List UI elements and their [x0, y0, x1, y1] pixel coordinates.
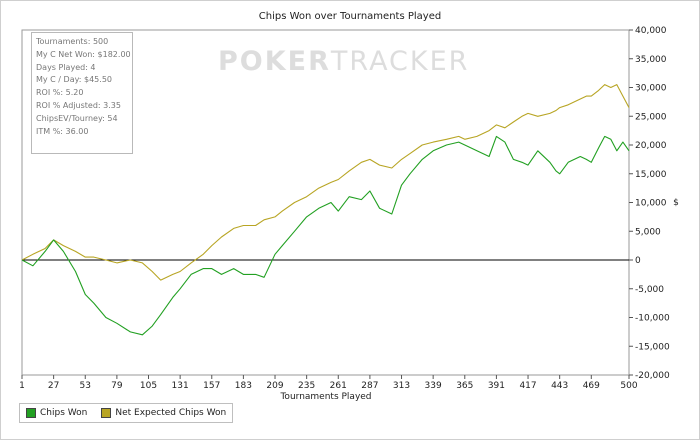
legend-item-net-expected[interactable]: Net Expected Chips Won: [101, 408, 226, 418]
y-tick-label: -5,000: [635, 285, 664, 295]
legend-swatch-net-expected: [101, 408, 112, 418]
legend-label-chips-won: Chips Won: [40, 408, 88, 418]
x-tick-label: 183: [235, 381, 252, 391]
chart-title: Chips Won over Tournaments Played: [259, 11, 441, 22]
legend: Chips Won Net Expected Chips Won: [19, 403, 234, 423]
x-tick-label: 105: [140, 381, 157, 391]
x-tick-label: 417: [519, 381, 536, 391]
y-tick-label: 10,000: [635, 199, 667, 209]
x-axis-ticks: 1 27 53 79 105 131 157 183 209 235 261 287 313 339 365…: [19, 375, 638, 391]
x-tick-label: 53: [80, 381, 91, 391]
stat-days-played: Days Played: 4: [36, 62, 96, 72]
y-tick-label: 5,000: [635, 227, 661, 237]
x-tick-label: 469: [583, 381, 600, 391]
x-tick-label: 313: [393, 381, 410, 391]
y-tick-label: 40,000: [635, 26, 667, 36]
y-axis-label: $: [673, 198, 679, 208]
x-tick-label: 235: [298, 381, 315, 391]
x-tick-label: 131: [172, 381, 189, 391]
y-tick-label: 15,000: [635, 170, 667, 180]
stat-itm: ITM %: 36.00: [36, 126, 89, 136]
stats-box: Tournaments: 500 My C Net Won: $182.00 D…: [31, 32, 133, 154]
series-group: [21, 84, 630, 336]
x-tick-label: 287: [361, 381, 378, 391]
y-tick-label: 0: [635, 256, 641, 266]
x-tick-label: 365: [456, 381, 473, 391]
watermark-part-1: POKER: [218, 46, 331, 77]
y-tick-label: -10,000: [635, 314, 670, 324]
y-tick-label: 20,000: [635, 141, 667, 151]
series-line-net-expected: [21, 84, 630, 281]
stat-tournaments: Tournaments: 500: [36, 37, 109, 46]
stat-roi: ROI %: 5.20: [36, 88, 84, 98]
stat-roi-adjusted: ROI % Adjusted: 3.35: [36, 100, 121, 110]
x-tick-label: 1: [19, 381, 25, 391]
y-tick-label: 25,000: [635, 112, 667, 122]
stat-net-won: My C Net Won: $182.00: [36, 49, 131, 59]
y-tick-label: -15,000: [635, 342, 670, 352]
series-line-chips-won: [21, 135, 630, 336]
stat-per-day: My C / Day: $45.50: [36, 75, 112, 85]
watermark-part-2: TRACKER: [330, 46, 470, 77]
y-tick-label: 35,000: [635, 55, 667, 65]
y-tick-label: -20,000: [635, 371, 670, 381]
stat-chipsev: ChipsEV/Tourney: 54: [36, 113, 118, 123]
x-tick-label: 443: [551, 381, 568, 391]
x-tick-label: 79: [111, 381, 123, 391]
y-axis-ticks: 40,000 35,000 30,000 25,000 20,000 15,000 10,0…: [629, 26, 670, 381]
x-tick-label: 391: [488, 381, 505, 391]
x-tick-label: 261: [330, 381, 347, 391]
legend-swatch-chips-won: [26, 408, 36, 418]
x-tick-label: 27: [48, 381, 59, 391]
legend-item-chips-won[interactable]: Chips Won: [26, 408, 87, 418]
x-axis-label: Tournaments Played: [279, 392, 371, 402]
pokertracker-watermark-logo: POKERTRACKER: [218, 46, 469, 77]
x-tick-label: 209: [266, 381, 283, 391]
y-tick-label: 30,000: [635, 84, 667, 94]
legend-label-net-expected: Net Expected Chips Won: [115, 408, 227, 418]
x-tick-label: 339: [425, 381, 442, 391]
x-tick-label: 500: [620, 381, 637, 391]
x-tick-label: 157: [203, 381, 220, 391]
